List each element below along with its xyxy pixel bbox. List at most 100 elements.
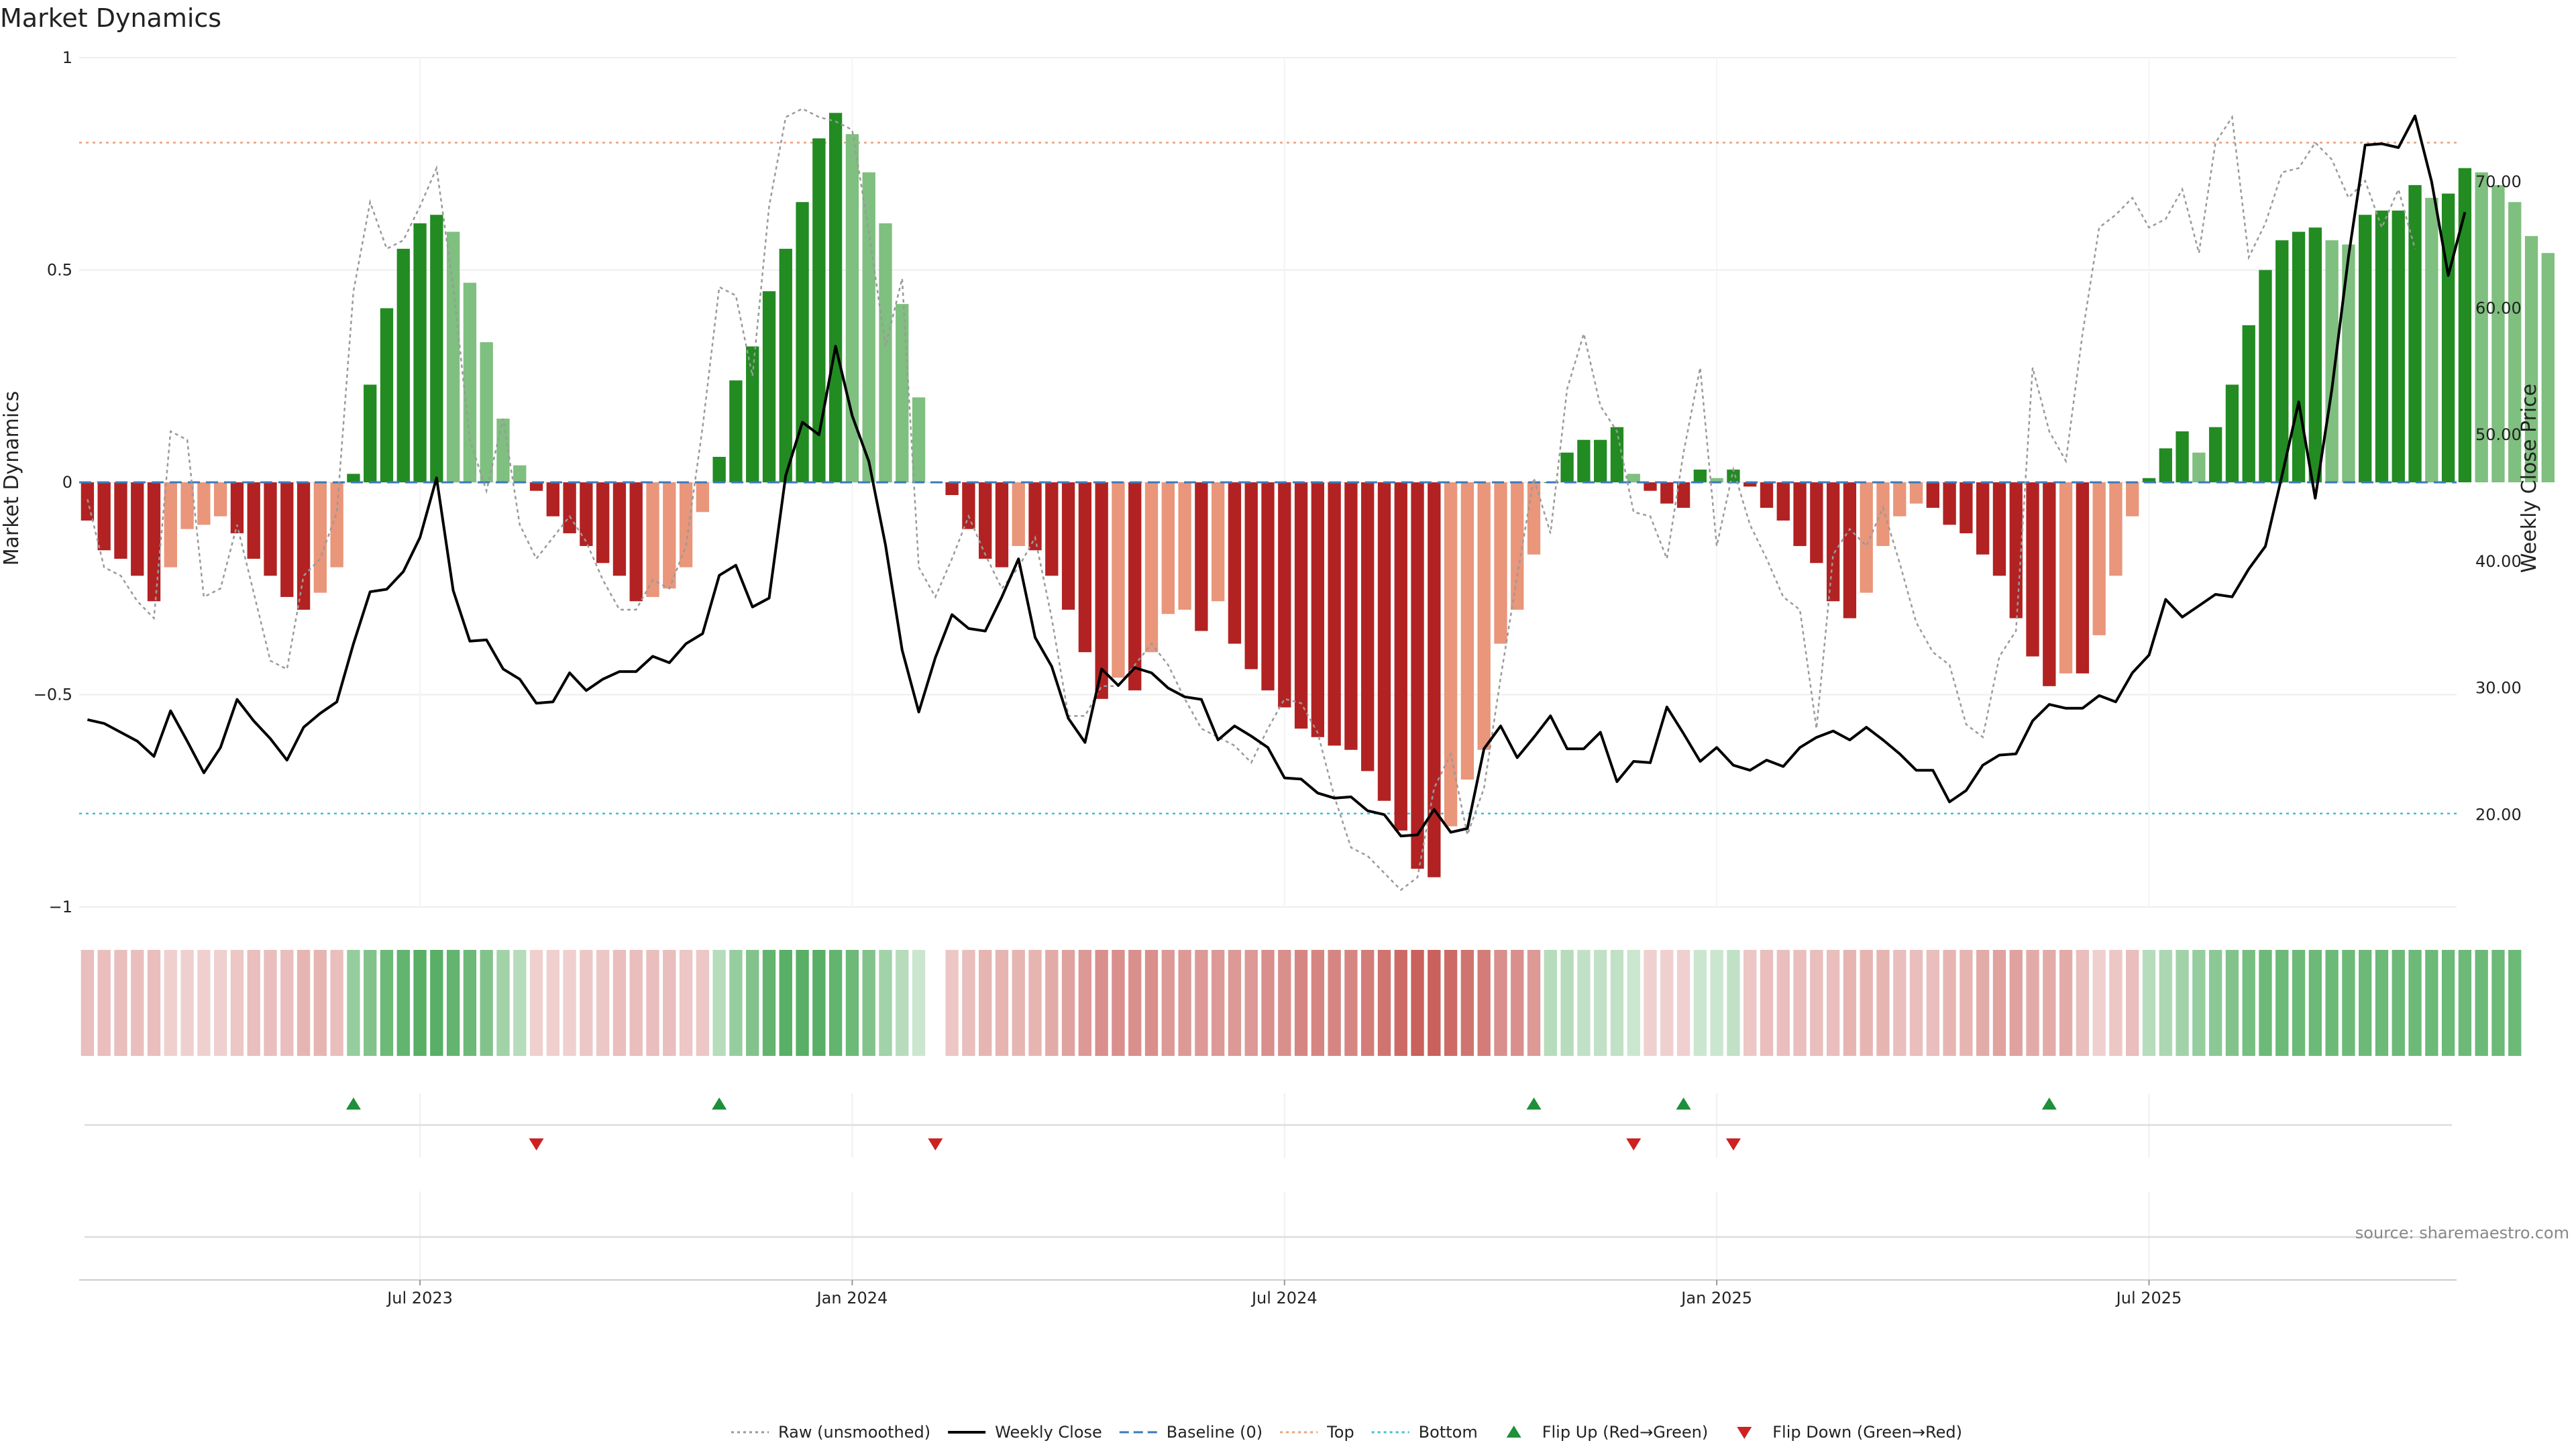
strip-cell (1776, 950, 1790, 1056)
strip-cell (1211, 950, 1225, 1056)
bar (2126, 482, 2139, 517)
bar (1593, 439, 1607, 482)
strip-cell (97, 950, 111, 1056)
bar (1693, 470, 1707, 482)
strip-cell (2441, 950, 2455, 1056)
flip-down-marker (1725, 1138, 1741, 1150)
bar (995, 482, 1009, 568)
bar (546, 482, 559, 517)
strip-cell (2208, 950, 2222, 1056)
bar (1976, 482, 1990, 555)
bar (330, 482, 343, 568)
reference-lines (79, 142, 2457, 814)
strip-cell (779, 950, 792, 1056)
bar (646, 482, 659, 597)
strip-cell (1644, 950, 1657, 1056)
bar (1776, 482, 1790, 521)
bar (197, 482, 211, 525)
legend-item: Weekly Close (948, 1423, 1102, 1442)
strip-cell (1943, 950, 1956, 1056)
strip-cell (979, 950, 992, 1056)
bar (663, 482, 676, 589)
strip-cell (1477, 950, 1491, 1056)
strip-cell (2308, 950, 2322, 1056)
bar (1278, 482, 1291, 708)
bar (131, 482, 144, 576)
x-tick-label: Jul 2023 (386, 1289, 453, 1307)
bar (264, 482, 277, 576)
strip-cell (1810, 950, 1823, 1056)
strip-cell (896, 950, 909, 1056)
legend-item: Flip Down (Green→Red) (1737, 1423, 1962, 1442)
strip-cell (480, 950, 493, 1056)
strip-cell (2475, 950, 2488, 1056)
bar (679, 482, 693, 568)
strip-cell (1627, 950, 1640, 1056)
source-label: source: sharemaestro.com (2355, 1224, 2569, 1242)
left-tick-label: 1 (62, 48, 72, 67)
strip-cell (364, 950, 377, 1056)
bar (164, 482, 177, 568)
bar (114, 482, 127, 559)
strip-cell (2425, 950, 2438, 1056)
strip-cell (430, 950, 443, 1056)
bar (1810, 482, 1823, 564)
bar (845, 133, 859, 482)
legend-swatch (1737, 1427, 1752, 1439)
bar (629, 482, 643, 602)
strip-cell (213, 950, 227, 1056)
bar (396, 248, 410, 482)
bar (446, 231, 460, 482)
strip-cell (2076, 950, 2090, 1056)
strip-cell (712, 950, 726, 1056)
bar (1960, 482, 1973, 533)
bar (1627, 474, 1640, 482)
strip-cell (696, 950, 710, 1056)
strip-cell (646, 950, 659, 1056)
bar (2359, 215, 2372, 482)
bar (247, 482, 260, 559)
strip-cell (1078, 950, 1092, 1056)
bar (2192, 452, 2206, 482)
bar (712, 457, 726, 482)
strip-cell (1144, 950, 1159, 1056)
bar (364, 384, 377, 482)
bar (1061, 482, 1075, 610)
strip-cell (313, 950, 327, 1056)
strip-cell (1328, 950, 1341, 1056)
flip-up-marker (345, 1097, 361, 1110)
strip-cell (2242, 950, 2255, 1056)
bar (2408, 184, 2422, 482)
bar (812, 138, 826, 482)
bar (1411, 482, 1424, 869)
strip-cell (529, 950, 543, 1056)
legend-label: Bottom (1419, 1423, 1478, 1442)
bar (2275, 240, 2289, 482)
bar (496, 419, 510, 482)
strip-cell (1311, 950, 1325, 1056)
strip-cell (1511, 950, 1524, 1056)
legend-item: Flip Up (Red→Green) (1506, 1423, 1708, 1442)
strip-cell (2259, 950, 2272, 1056)
bar (1128, 482, 1142, 691)
strip-cell (995, 950, 1009, 1056)
bar (97, 482, 111, 551)
bar (1394, 482, 1407, 831)
strip-cell (1444, 950, 1458, 1056)
strip-cell (1760, 950, 1774, 1056)
strip-cell (2375, 950, 2389, 1056)
strip-cell (2159, 950, 2172, 1056)
bar (1743, 482, 1757, 487)
flip-up-marker (2041, 1097, 2057, 1110)
strip-cell (879, 950, 892, 1056)
strip-cell (2292, 950, 2306, 1056)
strip-cell (746, 950, 759, 1056)
strip-cell (2109, 950, 2123, 1056)
left-tick-label: −0.5 (34, 686, 72, 704)
strip-cell (596, 950, 610, 1056)
bar (580, 482, 593, 546)
bar (2308, 227, 2322, 482)
strip-cell (80, 950, 95, 1056)
chart-title: Market Dynamics (0, 3, 221, 33)
bar (1045, 482, 1059, 576)
